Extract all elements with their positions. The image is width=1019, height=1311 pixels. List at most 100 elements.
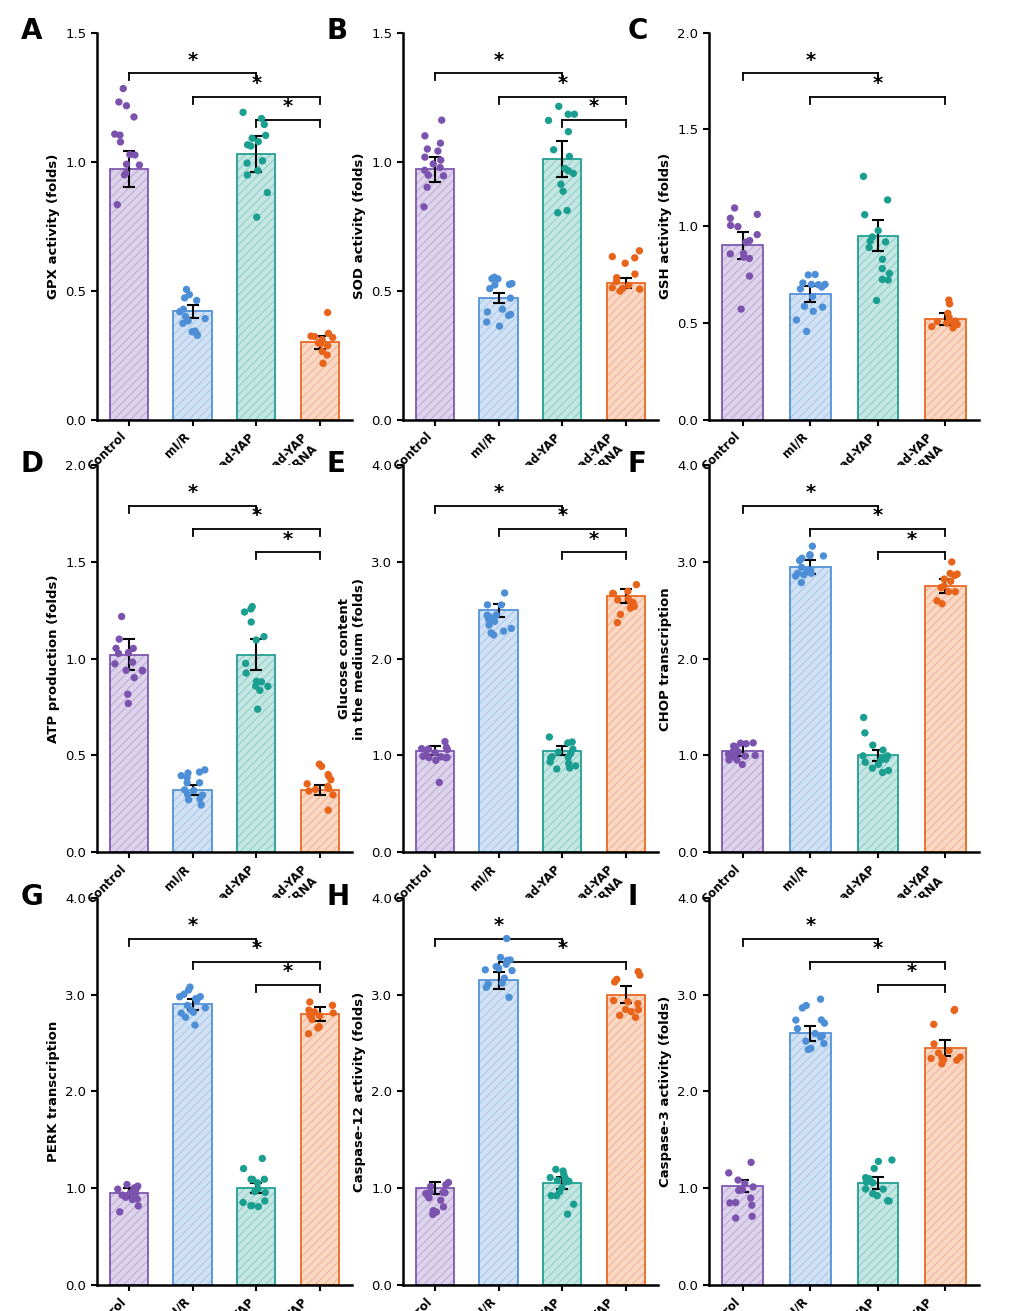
Bar [416, 169, 453, 420]
Point [799, 1040, 815, 1061]
Point [625, 593, 641, 614]
Point [301, 999, 317, 1020]
Point [491, 316, 507, 337]
Bar [301, 791, 339, 852]
Point [803, 274, 819, 295]
Bar [416, 751, 453, 852]
Point [629, 994, 645, 1015]
Point [127, 1183, 144, 1203]
Point [791, 551, 807, 572]
Point [249, 207, 265, 228]
Point [799, 561, 815, 582]
Point [413, 738, 429, 759]
Point [192, 772, 208, 793]
Point [417, 1183, 433, 1203]
Point [626, 597, 642, 617]
Bar [301, 342, 339, 420]
Point [935, 576, 952, 597]
Point [120, 642, 137, 663]
Point [811, 988, 827, 1009]
Point [244, 1196, 260, 1217]
Point [734, 1179, 750, 1200]
Point [744, 733, 760, 754]
Point [627, 1007, 643, 1028]
Text: *: * [872, 506, 882, 526]
Bar [543, 159, 581, 420]
Point [124, 1181, 141, 1202]
Point [306, 1002, 322, 1023]
Point [438, 737, 454, 758]
Point [792, 278, 808, 299]
Point [605, 990, 622, 1011]
Point [631, 279, 647, 300]
Point [107, 123, 123, 144]
Point [486, 611, 502, 632]
Point [864, 1172, 880, 1193]
Point [483, 269, 499, 290]
Point [948, 315, 964, 336]
Point [864, 734, 880, 755]
Point [320, 323, 336, 343]
Point [427, 750, 443, 771]
Point [797, 995, 813, 1016]
Point [256, 627, 272, 648]
Point [502, 617, 519, 638]
Point [420, 738, 436, 759]
Point [187, 988, 204, 1009]
Point [556, 1168, 573, 1189]
Point [500, 987, 517, 1008]
Point [425, 1200, 441, 1221]
Point [924, 1013, 941, 1034]
Bar [924, 586, 965, 852]
Bar [173, 311, 212, 420]
Point [479, 302, 495, 323]
Text: D: D [20, 450, 44, 479]
Point [882, 1150, 899, 1171]
Point [320, 766, 336, 787]
Point [630, 961, 646, 982]
Point [495, 620, 512, 641]
Point [555, 1164, 572, 1185]
Point [873, 249, 890, 270]
Y-axis label: GSH activity (folds): GSH activity (folds) [658, 153, 672, 299]
Bar [721, 1186, 762, 1285]
Point [744, 1176, 760, 1197]
Point [854, 746, 870, 767]
Point [500, 274, 517, 295]
Y-axis label: Caspase-12 activity (folds): Caspase-12 activity (folds) [353, 991, 366, 1192]
Point [250, 131, 266, 152]
Point [320, 777, 336, 798]
Y-axis label: SOD activity (folds): SOD activity (folds) [353, 153, 366, 299]
Point [729, 216, 745, 237]
Point [112, 125, 128, 146]
Text: *: * [804, 51, 814, 69]
Bar [173, 1004, 212, 1285]
Bar [236, 1188, 275, 1285]
Point [937, 312, 954, 333]
Point [109, 1179, 125, 1200]
Point [173, 766, 190, 787]
Point [816, 274, 833, 295]
Point [748, 205, 764, 225]
Point [129, 1176, 146, 1197]
Bar [857, 1184, 897, 1285]
Point [948, 1050, 964, 1071]
Point [419, 139, 435, 160]
Point [928, 311, 945, 332]
Point [611, 604, 628, 625]
Bar [857, 1184, 897, 1285]
Point [869, 220, 886, 241]
Point [310, 333, 326, 354]
Bar [721, 751, 762, 852]
Point [319, 776, 335, 797]
Bar [479, 981, 518, 1285]
Point [788, 309, 804, 330]
Bar [857, 236, 897, 420]
Point [234, 102, 251, 123]
Text: *: * [906, 530, 916, 548]
Point [725, 735, 741, 756]
Point [486, 266, 502, 287]
Point [793, 572, 809, 593]
Point [549, 202, 566, 223]
Point [741, 229, 757, 250]
